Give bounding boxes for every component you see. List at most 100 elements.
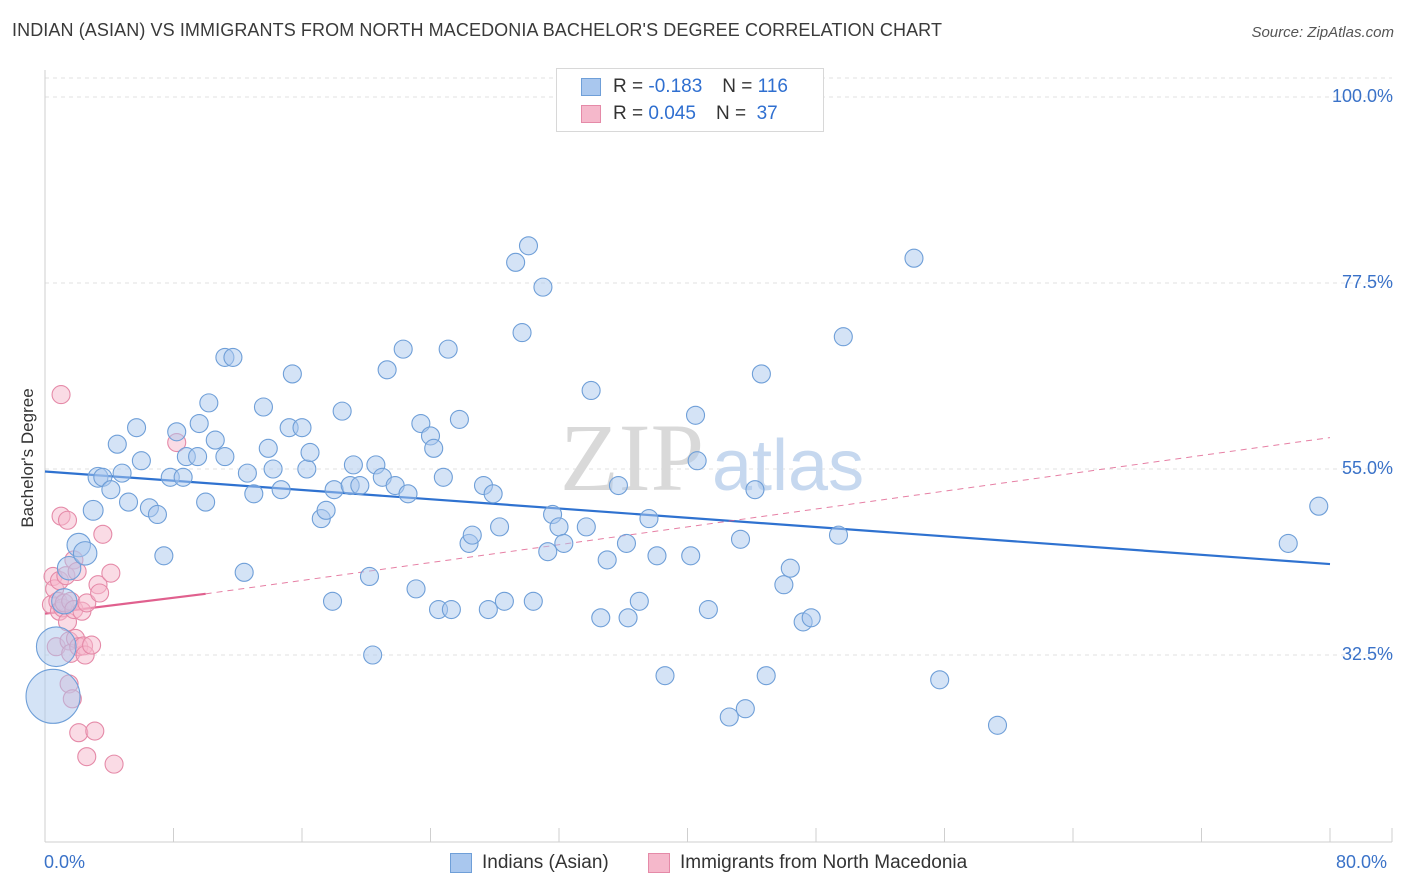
point-indians [316, 500, 336, 520]
point-indians [324, 480, 344, 500]
point-indians [56, 555, 82, 581]
series-legend: Indians (Asian) Immigrants from North Ma… [0, 852, 1406, 878]
point-indians [576, 517, 596, 537]
point-indians [629, 591, 649, 611]
point-indians [101, 480, 121, 500]
point-indians [494, 591, 514, 611]
stats-legend: R = -0.183 N = 116 R = 0.045 N = 37 [556, 68, 824, 132]
point-indians [118, 492, 139, 512]
watermark: ZIP atlas [560, 404, 864, 511]
blue-swatch-icon [450, 853, 472, 873]
point-indians [518, 236, 539, 256]
legend-item-indians: Indians (Asian) [450, 852, 609, 874]
point-indians [904, 248, 924, 268]
x-tick-max: 80.0% [1336, 852, 1388, 872]
point-indians [297, 459, 317, 479]
point-indians [154, 546, 174, 566]
point-indians [647, 546, 667, 566]
point-indians [196, 492, 216, 512]
point-indians [343, 455, 363, 475]
point-indians [234, 562, 254, 582]
chart-title: INDIAN (ASIAN) VS IMMIGRANTS FROM NORTH … [12, 20, 943, 40]
point-indians [608, 475, 628, 496]
point-indians [1278, 533, 1298, 553]
point-indians [271, 480, 291, 500]
point-indians [780, 558, 800, 578]
series-indians-asian-points [25, 236, 1329, 735]
blue-swatch-icon [581, 78, 601, 96]
point-indians [127, 418, 147, 438]
point-indians [828, 525, 849, 545]
point-indians [112, 463, 132, 483]
point-indians [506, 252, 526, 272]
point-indians [438, 339, 458, 359]
point-indians [478, 599, 498, 620]
x-tick-min: 0.0% [44, 852, 86, 872]
point-indians [801, 608, 821, 628]
point-indians [107, 434, 127, 454]
point-macedonia [77, 747, 97, 767]
point-indians [597, 550, 617, 570]
point-indians [730, 529, 751, 549]
point-indians [189, 413, 209, 434]
point-indians [393, 339, 413, 359]
point-indians [441, 599, 461, 620]
y-tick-label: 55.0% [1341, 458, 1393, 478]
point-indians [292, 418, 312, 438]
y-axis-label: Bachelor's Degree [18, 388, 37, 528]
point-macedonia [90, 583, 110, 603]
n-value-macedonia: 37 [756, 103, 778, 124]
point-indians [618, 608, 638, 628]
point-indians [549, 517, 569, 537]
r-value-macedonia: 0.045 [648, 103, 696, 124]
r-label: R = [613, 103, 644, 124]
point-indians [616, 533, 637, 553]
point-indians [282, 364, 302, 384]
point-indians [685, 405, 706, 425]
point-indians [300, 442, 320, 463]
point-indians [735, 699, 755, 719]
point-indians [332, 401, 352, 421]
point-indians [490, 517, 510, 537]
r-value-indians: -0.183 [648, 76, 703, 97]
point-indians [930, 670, 950, 690]
point-indians [322, 591, 343, 611]
stats-row-indians: R = -0.183 N = 116 [581, 74, 788, 100]
point-indians [244, 484, 264, 504]
point-indians [377, 360, 397, 380]
point-macedonia [51, 385, 71, 405]
point-indians [350, 475, 370, 496]
point-indians [199, 393, 219, 413]
source-credit: Source: ZipAtlas.com [1251, 24, 1394, 41]
point-indians [533, 277, 553, 297]
point-indians [745, 480, 765, 500]
y-tick-label: 100.0% [1331, 86, 1393, 106]
point-indians [655, 666, 675, 686]
point-macedonia [93, 524, 113, 544]
point-indians [1309, 496, 1329, 516]
point-indians [987, 715, 1008, 735]
point-indians [82, 499, 104, 521]
point-indians [263, 459, 283, 479]
point-indians [833, 327, 853, 347]
point-indians [131, 451, 151, 471]
r-label: R = [613, 76, 644, 97]
point-macedonia [104, 754, 124, 774]
point-indians [512, 323, 532, 343]
stats-row-macedonia: R = 0.045 N = 37 [581, 101, 778, 127]
trend-line-macedonia-extension [205, 437, 1331, 595]
point-macedonia [77, 593, 97, 613]
point-indians [167, 422, 187, 442]
point-macedonia [57, 510, 78, 530]
n-label: N = [715, 103, 747, 124]
point-indians [258, 438, 278, 458]
point-indians [698, 599, 718, 620]
point-indians [173, 467, 193, 487]
point-indians [462, 525, 482, 545]
point-macedonia [69, 723, 89, 743]
point-indians [523, 591, 543, 611]
point-indians [639, 509, 659, 529]
point-indians [359, 566, 380, 587]
n-value-indians: 116 [757, 76, 788, 97]
